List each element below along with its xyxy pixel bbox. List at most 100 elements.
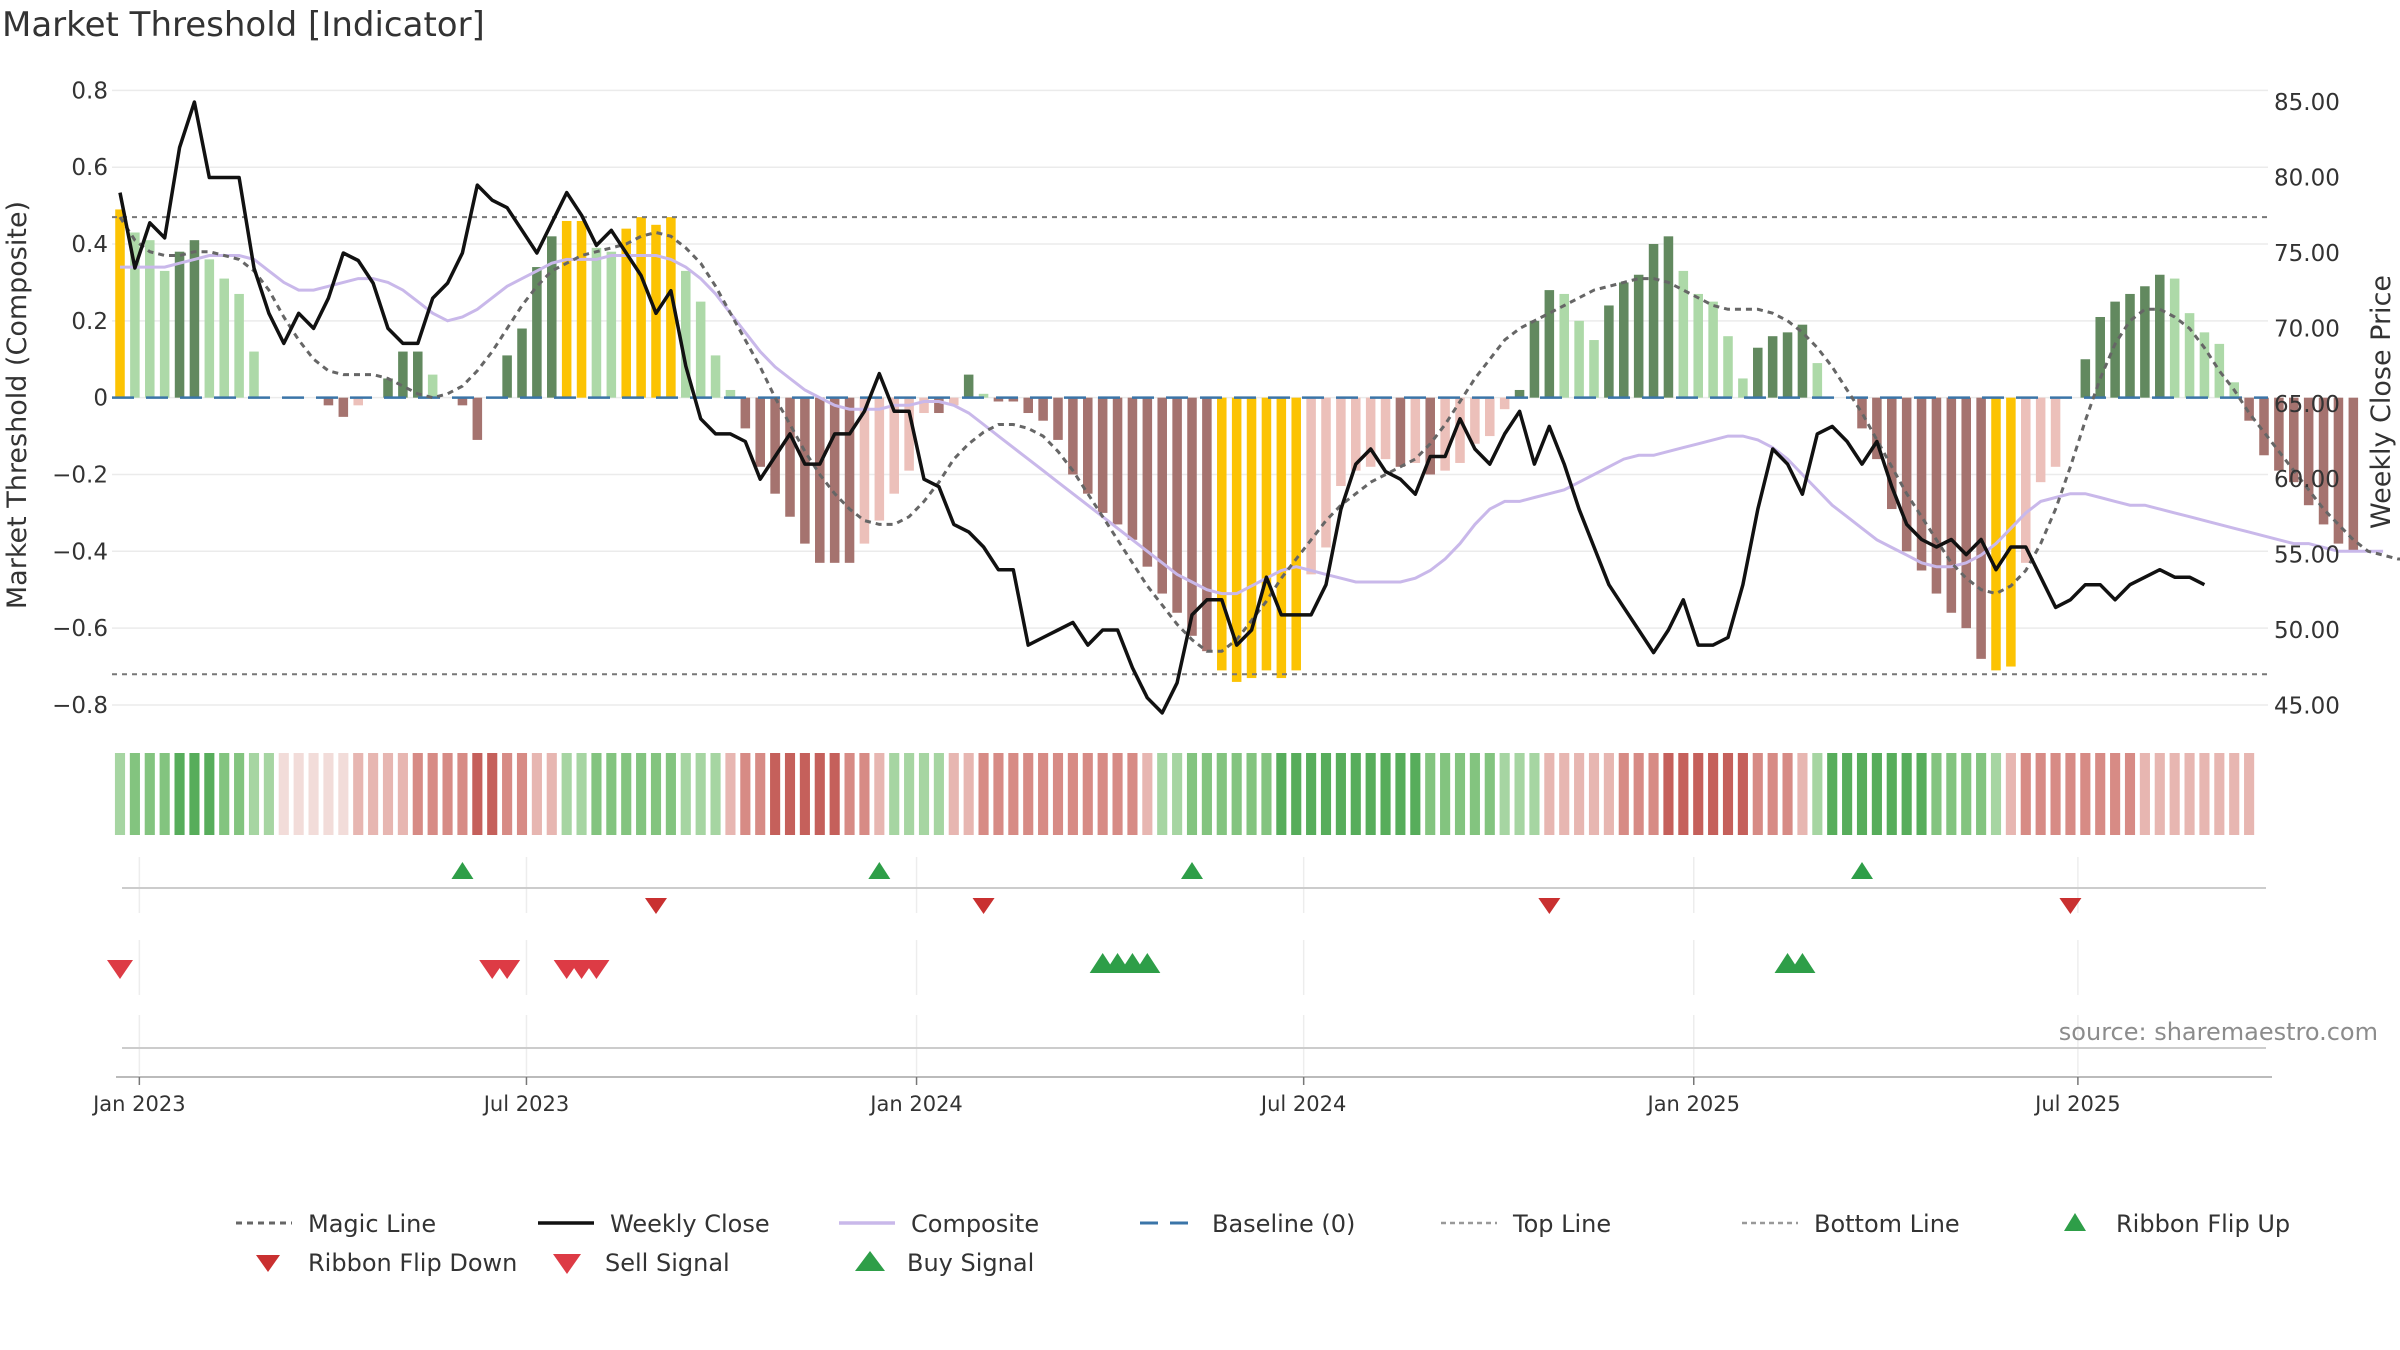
ribbon-segment [1157, 753, 1168, 835]
ribbon-segment [904, 753, 915, 835]
composite-bar [115, 209, 125, 398]
ribbon-flip-up-marker [1181, 862, 1203, 879]
ribbon-segment [710, 753, 721, 835]
ribbon-segment [2199, 753, 2210, 835]
ribbon-segment [2095, 753, 2106, 835]
source-credit: source: sharemaestro.com [2059, 1018, 2378, 1046]
composite-bar [1455, 397, 1465, 463]
right-tick-label: 85.00 [2274, 90, 2340, 116]
legend-item-composite: Composite [839, 1210, 1039, 1238]
legend-swatch [855, 1251, 885, 1271]
composite-bar [1857, 397, 1867, 429]
ribbon-segment [1038, 753, 1049, 835]
ribbon-segment [948, 753, 959, 835]
legend: Magic Line Weekly Close Composite Baseline … [236, 1210, 2290, 1277]
composite-bar [1023, 397, 1033, 414]
ribbon-segment [1618, 753, 1629, 835]
ribbon-segment [1812, 753, 1823, 835]
ribbon-segment [189, 753, 200, 835]
composite-bar [1053, 397, 1063, 440]
legend-label: Ribbon Flip Up [2116, 1210, 2290, 1238]
ribbon-segment [1663, 753, 1674, 835]
ribbon-segment [621, 753, 632, 835]
x-tick-label: Jan 2024 [868, 1092, 963, 1116]
composite-bar [159, 270, 170, 398]
ribbon-segment [1574, 753, 1585, 835]
composite-bar [427, 374, 438, 398]
legend-label: Baseline (0) [1212, 1210, 1355, 1238]
ribbon-segment [308, 753, 319, 835]
ribbon-segment [1276, 753, 1287, 835]
composite-bar [1485, 397, 1495, 437]
composite-bar [502, 355, 512, 398]
composite-bar [978, 393, 989, 398]
composite-bar [829, 397, 840, 563]
ribbon-segment [1648, 753, 1659, 835]
ribbon-flip-down-marker [645, 898, 667, 914]
ribbon-segment [427, 753, 438, 835]
ribbon-segment [636, 753, 647, 835]
right-tick-label: 80.00 [2274, 166, 2340, 192]
ribbon-segment [1782, 753, 1793, 835]
ribbon-segment [2124, 753, 2136, 835]
composite-bar [2348, 397, 2359, 552]
ribbon-segment [1708, 753, 1719, 835]
composite-bar [1217, 397, 1227, 671]
composite-bar [844, 397, 855, 563]
composite-bar [204, 259, 215, 398]
composite-bar [189, 240, 200, 398]
ribbon-segment [859, 753, 870, 835]
ribbon-segment [1082, 753, 1093, 835]
composite-bar [2303, 397, 2314, 506]
composite-bar [2214, 343, 2225, 398]
ribbon-segment [1544, 753, 1555, 835]
ribbon-segment [353, 753, 364, 835]
composite-bar [383, 378, 393, 398]
ribbon-segment [2020, 753, 2031, 835]
left-tick-label: −0.4 [52, 539, 108, 565]
ribbon-segment [2110, 753, 2121, 835]
composite-bar [1112, 397, 1123, 525]
right-tick-label: 45.00 [2274, 693, 2340, 719]
composite-bar [591, 247, 602, 398]
x-tick-label: Jan 2025 [1646, 1092, 1741, 1116]
composite-bar [2274, 397, 2284, 471]
ribbon-segment [1097, 753, 1108, 835]
composite-bar [1723, 336, 1733, 398]
legend-label: Composite [911, 1210, 1039, 1238]
composite-bar [1604, 305, 1614, 398]
ribbon-segment [1842, 753, 1853, 835]
buy-signal-marker [1134, 953, 1161, 973]
composite-bar [815, 397, 825, 563]
ribbon-segment [174, 753, 185, 835]
composite-bar [1708, 301, 1718, 398]
right-tick-label: 70.00 [2274, 316, 2340, 342]
ribbon-segment [1320, 753, 1332, 835]
ribbon-segment [457, 753, 468, 835]
composite-bar [2140, 286, 2150, 398]
right-tick-label: 50.00 [2274, 618, 2340, 644]
ribbon-segment [1216, 753, 1227, 835]
composite-bar [2021, 397, 2031, 563]
ribbon-segment [159, 753, 170, 835]
legend-item-flipdown: Ribbon Flip Down [256, 1249, 517, 1277]
ribbon-segment [472, 753, 483, 835]
x-axis: Jan 2023 Jul 2023 Jan 2024 Jul 2024 Jan 2025… [91, 1015, 2272, 1116]
ribbon-segment [1261, 753, 1272, 835]
composite-bar [681, 270, 691, 398]
ribbon-segment [1737, 753, 1748, 835]
ribbon-segment [918, 753, 930, 835]
composite-bar [2050, 397, 2061, 467]
composite-bar [1246, 397, 1257, 679]
ribbon-segment [1856, 753, 1868, 835]
legend-label: Top Line [1512, 1210, 1611, 1238]
composite-bar [219, 278, 229, 398]
ribbon-segment [248, 753, 260, 835]
ribbon-segment [1678, 753, 1689, 835]
ribbon-segment [487, 753, 498, 835]
composite-bar [1753, 347, 1763, 398]
composite-bar [1321, 397, 1331, 548]
ribbon-segment [1797, 753, 1808, 835]
composite-bar [1529, 320, 1540, 398]
legend-label: Bottom Line [1814, 1210, 1960, 1238]
